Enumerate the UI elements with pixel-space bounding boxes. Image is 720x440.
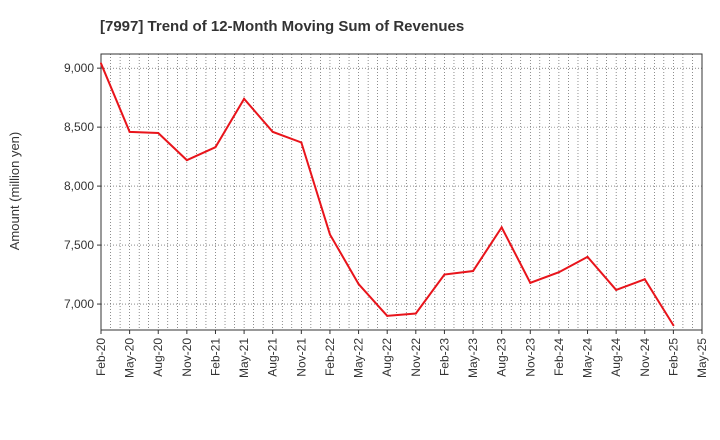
- x-tick-label: Aug-23: [495, 338, 509, 377]
- x-tick-label: Feb-24: [552, 338, 566, 376]
- x-tick-label: Feb-23: [437, 338, 451, 376]
- x-tick-label: Nov-23: [523, 338, 537, 377]
- data-point: [443, 273, 446, 276]
- data-point: [386, 314, 389, 317]
- y-tick-label: 8,000: [64, 179, 94, 193]
- x-tick-label: Feb-22: [323, 338, 337, 376]
- x-tick-label: May-22: [352, 338, 366, 378]
- data-point: [357, 283, 360, 285]
- y-tick-label: 8,500: [64, 120, 94, 134]
- x-tick-label: Feb-20: [94, 338, 108, 376]
- x-tick-label: May-20: [123, 338, 137, 378]
- y-tick-label: 7,000: [64, 297, 94, 311]
- grid-lines: [101, 54, 702, 330]
- data-point: [328, 233, 331, 236]
- x-tick-label: May-25: [695, 338, 709, 378]
- data-point: [271, 130, 274, 133]
- x-tick-label: May-23: [466, 338, 480, 378]
- data-point: [243, 97, 246, 100]
- data-point: [586, 255, 589, 258]
- data-point: [128, 130, 131, 133]
- data-point: [615, 288, 618, 291]
- x-tick-label: Nov-21: [294, 338, 308, 377]
- data-point: [529, 281, 532, 284]
- x-tick-label: May-24: [581, 338, 595, 378]
- data-point: [214, 146, 217, 149]
- x-axis-ticks: Feb-20 May-20 Aug-20 Nov-20 Feb-21 May-21 Aug-…: [94, 330, 709, 378]
- chart-title: [7997] Trend of 12-Month Moving Sum of R…: [100, 18, 464, 35]
- data-point: [157, 132, 160, 135]
- x-tick-label: May-21: [237, 338, 251, 378]
- y-axis-label: Amount (million yen): [7, 132, 22, 251]
- x-tick-label: Nov-22: [409, 338, 423, 377]
- data-point: [185, 159, 188, 162]
- x-tick-label: Aug-21: [266, 338, 280, 377]
- data-point: [672, 324, 675, 327]
- data-point: [557, 271, 560, 274]
- x-tick-label: Aug-22: [380, 338, 394, 377]
- data-point: [414, 312, 417, 315]
- data-point: [643, 278, 646, 281]
- data-point: [500, 226, 503, 229]
- plot-area-frame: [100, 53, 703, 331]
- x-tick-label: Aug-20: [151, 338, 165, 377]
- x-tick-label: Feb-25: [666, 338, 680, 376]
- data-point: [300, 141, 303, 144]
- y-tick-label: 7,500: [64, 238, 94, 252]
- y-axis-ticks: 7,000 7,500 8,000 8,500 9,000: [64, 61, 101, 311]
- x-tick-label: Aug-24: [609, 338, 623, 377]
- series-layer: [100, 62, 675, 327]
- x-tick-label: Feb-21: [208, 338, 222, 376]
- plot-border: [100, 53, 703, 331]
- x-tick-label: Nov-24: [638, 338, 652, 377]
- data-point: [100, 62, 102, 65]
- x-tick-label: Nov-20: [180, 338, 194, 377]
- y-tick-label: 9,000: [64, 61, 94, 75]
- data-point: [472, 270, 475, 273]
